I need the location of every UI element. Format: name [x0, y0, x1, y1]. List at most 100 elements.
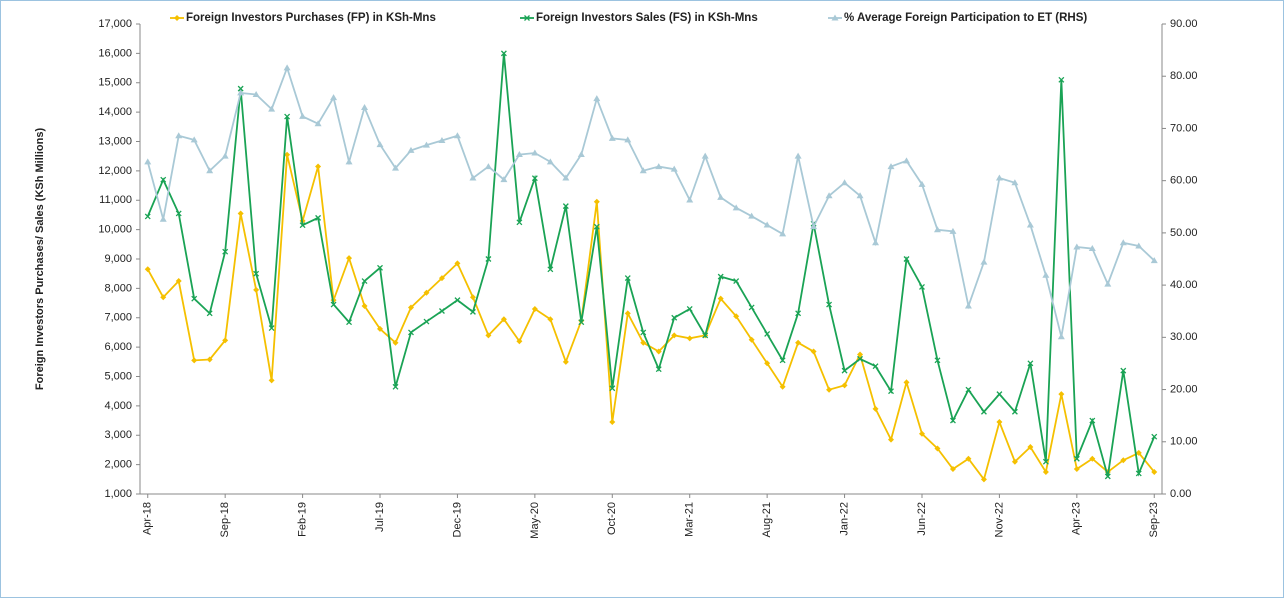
point — [515, 151, 523, 158]
series-line — [146, 65, 1155, 338]
point — [934, 445, 941, 452]
point — [516, 338, 523, 345]
y-tick-label: 16,000 — [98, 47, 132, 59]
point — [221, 152, 229, 159]
point — [903, 157, 910, 164]
x-tick-label: May-20 — [529, 502, 541, 539]
point — [748, 304, 755, 311]
point — [593, 223, 600, 230]
x-tick-label: Feb-19 — [296, 502, 308, 537]
y2-tick-label: 70.00 — [1170, 122, 1198, 134]
point — [965, 455, 972, 462]
point — [361, 104, 369, 111]
point — [1011, 179, 1019, 186]
y-tick-label: 7,000 — [104, 312, 132, 324]
point — [624, 275, 631, 282]
point — [593, 95, 601, 102]
legend-marker — [831, 14, 839, 21]
point — [717, 295, 724, 302]
y-tick-label: 11,000 — [99, 194, 132, 206]
point — [872, 363, 879, 370]
point — [795, 339, 802, 346]
point — [965, 386, 972, 393]
point — [175, 278, 182, 285]
point — [655, 163, 663, 170]
point — [949, 417, 956, 424]
point — [144, 213, 151, 220]
y-tick-label: 10,000 — [98, 224, 132, 236]
point — [608, 134, 616, 141]
y-tick-label: 3,000 — [104, 429, 132, 441]
point — [346, 255, 353, 262]
y2-tick-label: 30.00 — [1170, 331, 1198, 343]
point — [826, 301, 833, 308]
point — [717, 193, 725, 200]
point — [701, 152, 709, 159]
point — [671, 314, 678, 321]
point — [237, 89, 245, 96]
point — [639, 167, 647, 174]
point — [996, 391, 1003, 398]
point — [531, 149, 539, 156]
point — [980, 258, 988, 265]
point — [175, 132, 183, 139]
point — [1089, 417, 1096, 424]
point — [872, 405, 879, 412]
point — [1073, 243, 1081, 250]
y-tick-label: 12,000 — [98, 165, 132, 177]
point — [438, 308, 445, 314]
y-tick-label: 9,000 — [104, 253, 132, 265]
point — [933, 226, 941, 233]
point — [423, 318, 430, 325]
point — [160, 176, 167, 183]
point — [856, 192, 864, 199]
x-tick-label: Apr-18 — [142, 502, 154, 535]
point — [268, 325, 275, 331]
point — [1104, 473, 1111, 480]
point — [748, 212, 756, 219]
point — [454, 297, 461, 304]
point — [345, 158, 353, 165]
point — [655, 348, 662, 355]
y-tick-label: 1,000 — [104, 488, 132, 500]
point — [1104, 280, 1112, 287]
x-tick-label: Dec-19 — [451, 502, 463, 537]
point — [1026, 221, 1034, 228]
y2-tick-label: 90.00 — [1170, 18, 1198, 30]
point — [1151, 468, 1158, 475]
point — [1089, 455, 1096, 462]
point — [841, 382, 848, 389]
point — [686, 305, 693, 312]
point — [237, 85, 244, 92]
point — [1042, 458, 1049, 465]
y-tick-label: 8,000 — [104, 282, 132, 294]
point — [160, 294, 167, 301]
legend-label: % Average Foreign Participation to ET (R… — [844, 12, 1087, 24]
point — [1057, 333, 1065, 340]
point — [779, 383, 786, 390]
point — [346, 319, 353, 326]
point — [206, 310, 213, 317]
x-tick-label: Nov-22 — [993, 502, 1005, 537]
y-axis-title: Foreign Investors Purchases/ Sales (KSh … — [34, 128, 46, 391]
point — [392, 164, 399, 171]
point — [237, 210, 244, 217]
point — [888, 388, 894, 395]
point — [577, 151, 585, 158]
point — [407, 146, 415, 153]
x-tick-label: Sep-23 — [1148, 502, 1160, 537]
point — [547, 316, 554, 323]
point — [1042, 468, 1049, 475]
y2-tick-label: 20.00 — [1170, 383, 1198, 395]
point — [903, 256, 910, 262]
point — [314, 120, 322, 127]
point — [888, 436, 895, 443]
y-tick-label: 13,000 — [98, 135, 132, 147]
legend-label: Foreign Investors Purchases (FP) in KSh-… — [186, 12, 436, 24]
point — [361, 303, 368, 309]
point — [732, 204, 740, 211]
point — [872, 239, 880, 246]
point — [1120, 367, 1127, 374]
point — [531, 175, 538, 182]
